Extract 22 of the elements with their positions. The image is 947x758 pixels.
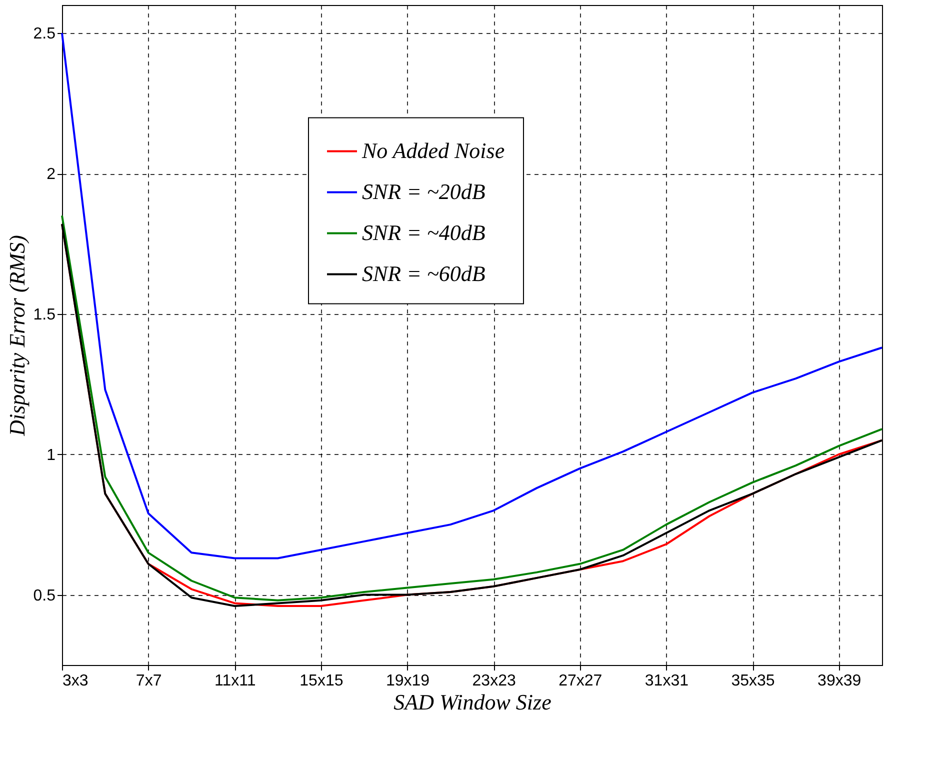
- x-tick-label: 23x23: [472, 672, 516, 690]
- x-tick-label: 11x11: [214, 672, 256, 690]
- y-axis-title: Disparity Error (RMS): [4, 235, 30, 437]
- x-tick-label: 39x39: [818, 672, 862, 690]
- y-tick-label: 1.5: [33, 306, 56, 324]
- legend-label: SNR = ~60dB: [362, 261, 486, 286]
- y-tick-label: 1: [46, 446, 56, 464]
- x-tick-label: 3x3: [62, 672, 88, 690]
- x-tick-label: 35x35: [731, 672, 775, 690]
- legend-label: SNR = ~20dB: [362, 179, 486, 204]
- x-axis-title: SAD Window Size: [394, 690, 552, 714]
- x-tick-label: 19x19: [386, 672, 430, 690]
- y-tick-label: 2: [46, 166, 56, 184]
- legend-label: No Added Noise: [361, 138, 505, 164]
- x-tick-label: 27x27: [558, 672, 602, 690]
- x-tick-label: 7x7: [136, 672, 162, 690]
- y-tick-label: 2.5: [33, 26, 56, 43]
- x-tick-label: 31x31: [644, 672, 689, 690]
- line-series: [61, 32, 883, 560]
- x-tick-label: 15x15: [300, 672, 344, 690]
- y-tick-label: 0.5: [33, 587, 56, 604]
- legend-label: SNR = ~40dB: [362, 220, 486, 246]
